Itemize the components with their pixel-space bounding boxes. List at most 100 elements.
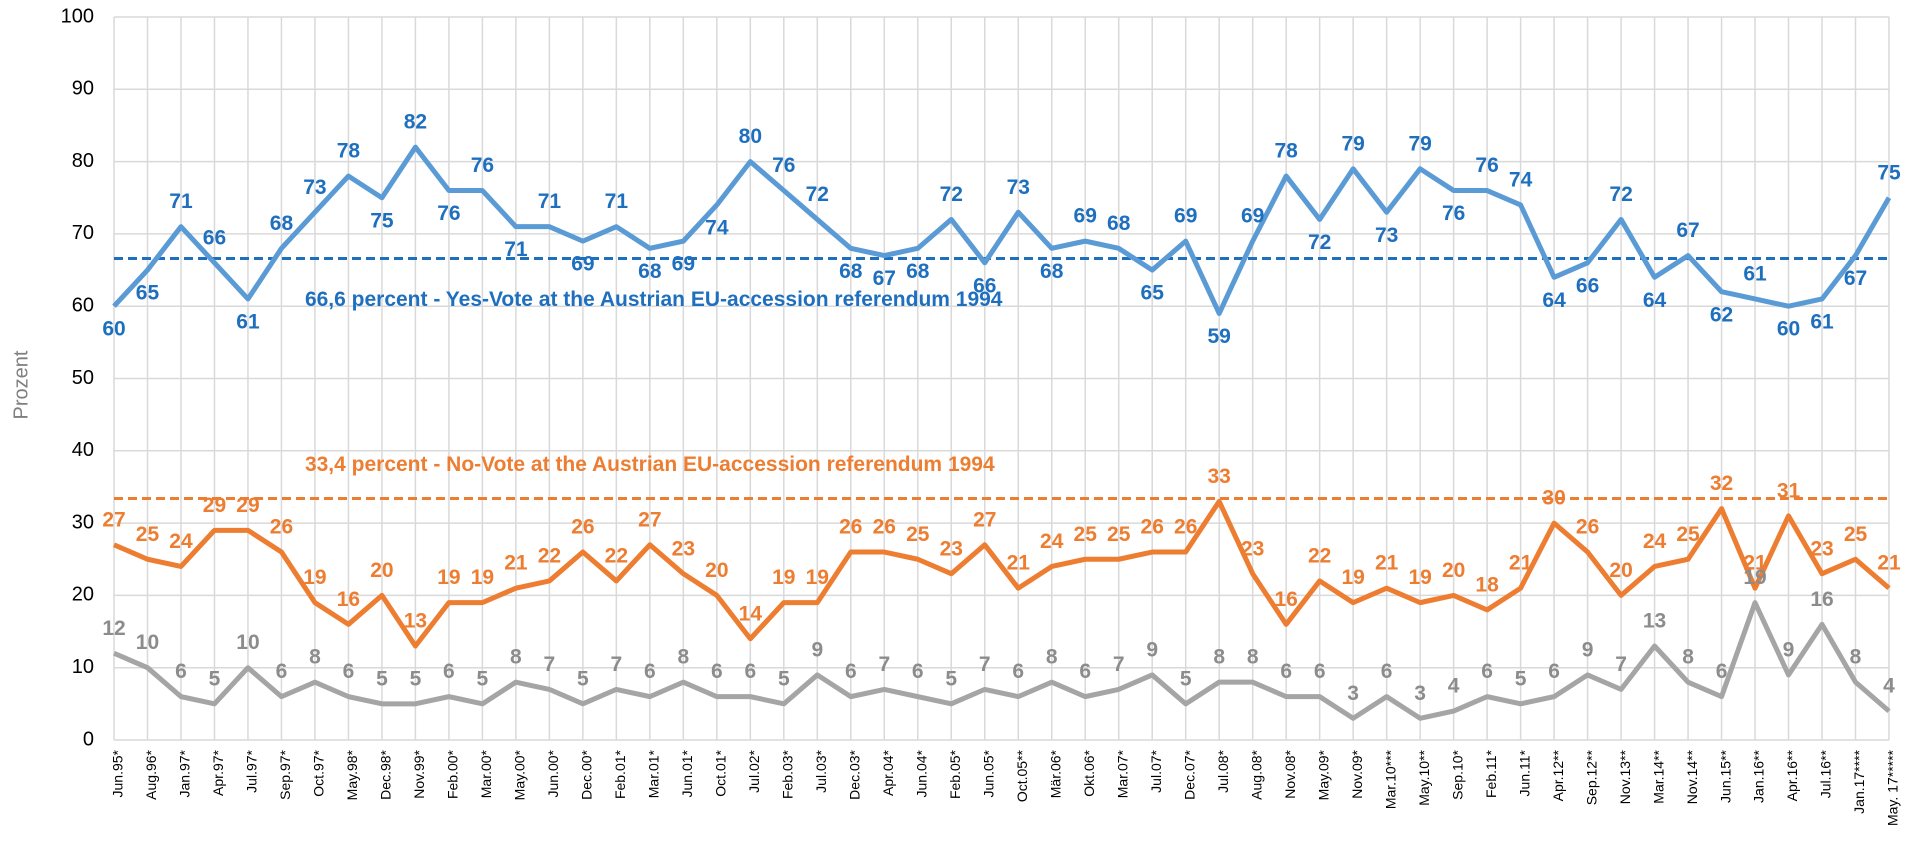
x-tick-label: Jun.11*	[1516, 749, 1532, 796]
data-label: 25	[1676, 523, 1700, 546]
data-label: 6	[912, 660, 924, 683]
series-line	[113, 600, 1891, 721]
data-label: 76	[772, 154, 795, 177]
x-tick-label: Jun.01*	[679, 749, 695, 797]
x-tick-label: Mar.01*	[646, 749, 662, 798]
data-label: 19	[772, 566, 795, 589]
data-label: 22	[605, 544, 628, 567]
data-label: 6	[711, 660, 723, 683]
data-label: 8	[1850, 646, 1862, 669]
data-label: 23	[1810, 537, 1833, 560]
data-label: 26	[1576, 516, 1599, 539]
x-tick-label: Apr.12**	[1550, 749, 1566, 801]
x-tick-label: Nov.99*	[411, 749, 427, 798]
y-tick-label: 20	[72, 584, 94, 606]
data-label: 26	[1174, 516, 1197, 539]
data-label: 66	[203, 226, 226, 249]
data-label: 82	[404, 111, 427, 134]
x-tick-label: May.00*	[512, 749, 528, 800]
data-label: 4	[1883, 675, 1895, 698]
data-label: 29	[236, 494, 259, 517]
data-label: 75	[370, 209, 394, 232]
data-label: 72	[806, 183, 829, 206]
data-label: 67	[1844, 267, 1867, 290]
data-label: 5	[945, 667, 957, 690]
data-label: 71	[605, 190, 629, 213]
data-label: 32	[1710, 472, 1733, 495]
y-tick-label: 60	[72, 294, 94, 316]
data-label: 10	[136, 631, 159, 654]
data-label: 59	[1208, 325, 1231, 348]
data-label: 14	[739, 602, 763, 625]
x-tick-label: May.09*	[1315, 749, 1331, 800]
data-label: 18	[1475, 573, 1499, 596]
data-label: 6	[744, 660, 756, 683]
x-tick-label: Feb.05*	[947, 749, 963, 799]
x-tick-label: Jan.97*	[177, 749, 193, 797]
x-tick-label: Jun.05*	[980, 749, 996, 797]
data-label: 22	[1308, 544, 1331, 567]
data-label: 6	[343, 660, 355, 683]
data-label: 64	[1542, 289, 1566, 312]
x-tick-label: Mär.06*	[1047, 749, 1063, 798]
data-label: 9	[1783, 638, 1795, 661]
data-label: 65	[136, 282, 160, 305]
x-tick-label: Nov.09*	[1349, 749, 1365, 798]
data-label: 76	[1475, 154, 1498, 177]
y-tick-label: 30	[72, 511, 94, 533]
y-tick-label: 40	[72, 439, 94, 461]
data-label: 5	[1180, 667, 1192, 690]
x-tick-label: Jun.04*	[913, 749, 929, 797]
data-label: 73	[303, 176, 326, 199]
data-label: 68	[1107, 212, 1131, 235]
data-label: 26	[571, 516, 594, 539]
data-label: 20	[705, 559, 728, 582]
x-tick-label: Jul.08*	[1215, 749, 1231, 792]
x-tick-label: Jan.16**	[1751, 749, 1767, 802]
data-label: 25	[906, 523, 930, 546]
data-label: 12	[102, 617, 125, 640]
data-label: 74	[705, 217, 729, 240]
data-label: 21	[1375, 552, 1399, 575]
data-label: 19	[437, 566, 460, 589]
data-label: 7	[611, 653, 623, 676]
data-label: 74	[1509, 169, 1533, 192]
x-tick-label: Jun.00*	[545, 749, 561, 797]
x-tick-label: Mar.00*	[478, 749, 494, 798]
data-label: 20	[1442, 559, 1465, 582]
data-label: 5	[1515, 667, 1527, 690]
data-label: 5	[577, 667, 589, 690]
x-tick-label: Jul.02*	[746, 749, 762, 792]
data-label: 5	[209, 667, 221, 690]
data-label: 8	[510, 646, 522, 669]
data-label: 71	[169, 190, 193, 213]
data-label: 71	[504, 238, 528, 261]
x-tick-label: Jul.97*	[244, 749, 260, 792]
data-label: 21	[1509, 552, 1533, 575]
data-label: 79	[1408, 132, 1431, 155]
y-tick-label: 100	[61, 5, 94, 27]
data-label: 25	[1074, 523, 1098, 546]
data-label: 61	[1810, 311, 1834, 334]
x-tick-label: Mar.07*	[1114, 749, 1130, 798]
data-label: 29	[203, 494, 226, 517]
data-label: 69	[571, 253, 594, 276]
data-label: 3	[1347, 682, 1359, 705]
data-label: 9	[811, 638, 823, 661]
x-tick-label: Aug.08*	[1248, 749, 1264, 799]
data-label: 19	[1743, 566, 1766, 589]
data-label: 61	[236, 311, 260, 334]
data-label: 9	[1146, 638, 1158, 661]
data-label: 25	[1844, 523, 1868, 546]
data-label: 8	[677, 646, 689, 669]
data-label: 60	[102, 318, 125, 341]
data-label: 5	[376, 667, 388, 690]
data-label: 20	[370, 559, 393, 582]
x-tick-label: Feb.11*	[1483, 749, 1499, 798]
data-label: 21	[1877, 552, 1901, 575]
data-label: 21	[1743, 552, 1767, 575]
x-tick-label: Jul.07*	[1148, 749, 1164, 792]
data-label: 72	[1609, 183, 1632, 206]
data-label: 5	[477, 667, 489, 690]
data-label: 24	[169, 530, 193, 553]
